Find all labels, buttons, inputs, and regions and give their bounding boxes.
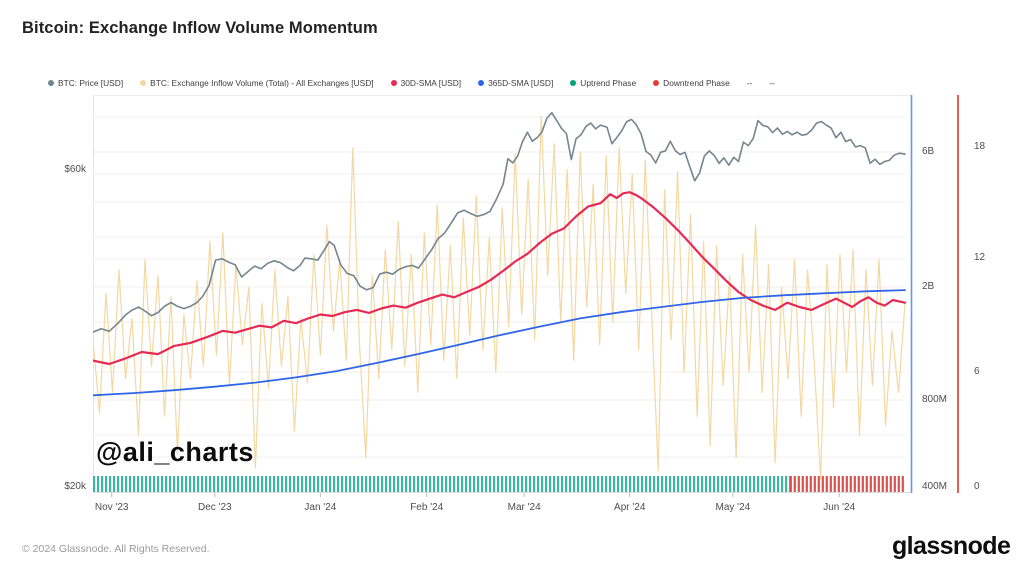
x-axis-tick: Mar '24 — [507, 502, 541, 513]
sma365-line — [92, 289, 906, 397]
sma30-line — [91, 191, 907, 366]
legend-item-3[interactable]: 30D-SMA [USD] — [390, 78, 462, 88]
legend-dot — [570, 80, 577, 86]
x-axis-ticks — [111, 493, 840, 497]
momentum-axis-tick: 18 — [974, 141, 986, 152]
watermark: @ali_charts — [96, 437, 254, 467]
legend-item-7[interactable]: -- — [747, 78, 753, 88]
chart-plot-area[interactable] — [91, 95, 913, 499]
price-axis-tick: $20k — [64, 481, 86, 492]
price-axis-tick: $60k — [64, 164, 86, 175]
volume-axis-tick: 2B — [922, 281, 935, 292]
chart-legend: BTC: Price [USD] BTC: Exchange Inflow Vol… — [48, 78, 775, 88]
page-title: Bitcoin: Exchange Inflow Volume Momentum — [22, 19, 378, 37]
momentum-axis-tick: 12 — [974, 252, 986, 263]
legend-dot — [478, 80, 485, 86]
legend-label: -- — [746, 78, 753, 88]
price-line — [92, 111, 906, 333]
legend-dot — [48, 80, 54, 86]
x-axis-tick: Feb '24 — [410, 502, 444, 513]
legend-dot — [653, 80, 660, 86]
downtrend-bars — [789, 476, 904, 492]
x-axis-tick: Jan '24 — [304, 502, 337, 513]
legend-item-1[interactable]: BTC: Price [USD] — [48, 78, 123, 88]
volume-axis-tick: 800M — [922, 394, 948, 405]
legend-dot — [390, 80, 397, 86]
x-axis-tick: Dec '23 — [198, 502, 232, 513]
copyright-text: © 2024 Glassnode. All Rights Reserved. — [22, 543, 210, 555]
legend-label: -- — [769, 78, 775, 88]
x-axis-tick: Jun '24 — [823, 502, 856, 513]
momentum-axis-tick: 0 — [974, 481, 980, 492]
x-axis-tick: May '24 — [715, 502, 751, 513]
legend-label: BTC: Exchange Inflow Volume (Total) - Al… — [150, 78, 374, 88]
legend-label: Downtrend Phase — [663, 78, 730, 88]
legend-label: 30D-SMA [USD] — [400, 78, 462, 88]
legend-item-6[interactable]: Downtrend Phase — [653, 78, 730, 88]
legend-dot — [140, 80, 147, 86]
volume-axis-tick: 400M — [922, 481, 948, 492]
uptrend-bars — [93, 476, 792, 492]
inflow-volume-line — [92, 115, 906, 480]
legend-label: BTC: Price [USD] — [58, 78, 124, 88]
chart-canvas[interactable] — [91, 95, 913, 499]
legend-item-8[interactable]: -- — [769, 78, 775, 88]
glassnode-logo: glassnode — [892, 532, 1011, 560]
momentum-axis-tick: 6 — [974, 366, 980, 377]
legend-item-5[interactable]: Uptrend Phase — [570, 78, 636, 88]
legend-label: 365D-SMA [USD] — [488, 78, 554, 88]
legend-item-4[interactable]: 365D-SMA [USD] — [478, 78, 553, 88]
legend-item-2[interactable]: BTC: Exchange Inflow Volume (Total) - Al… — [140, 78, 374, 88]
legend-label: Uptrend Phase — [580, 78, 637, 88]
gridlines — [94, 116, 905, 488]
volume-axis-tick: 6B — [922, 146, 935, 157]
x-axis-tick: Apr '24 — [614, 502, 646, 513]
momentum-axis-line — [957, 95, 959, 493]
x-axis-tick: Nov '23 — [94, 502, 129, 513]
